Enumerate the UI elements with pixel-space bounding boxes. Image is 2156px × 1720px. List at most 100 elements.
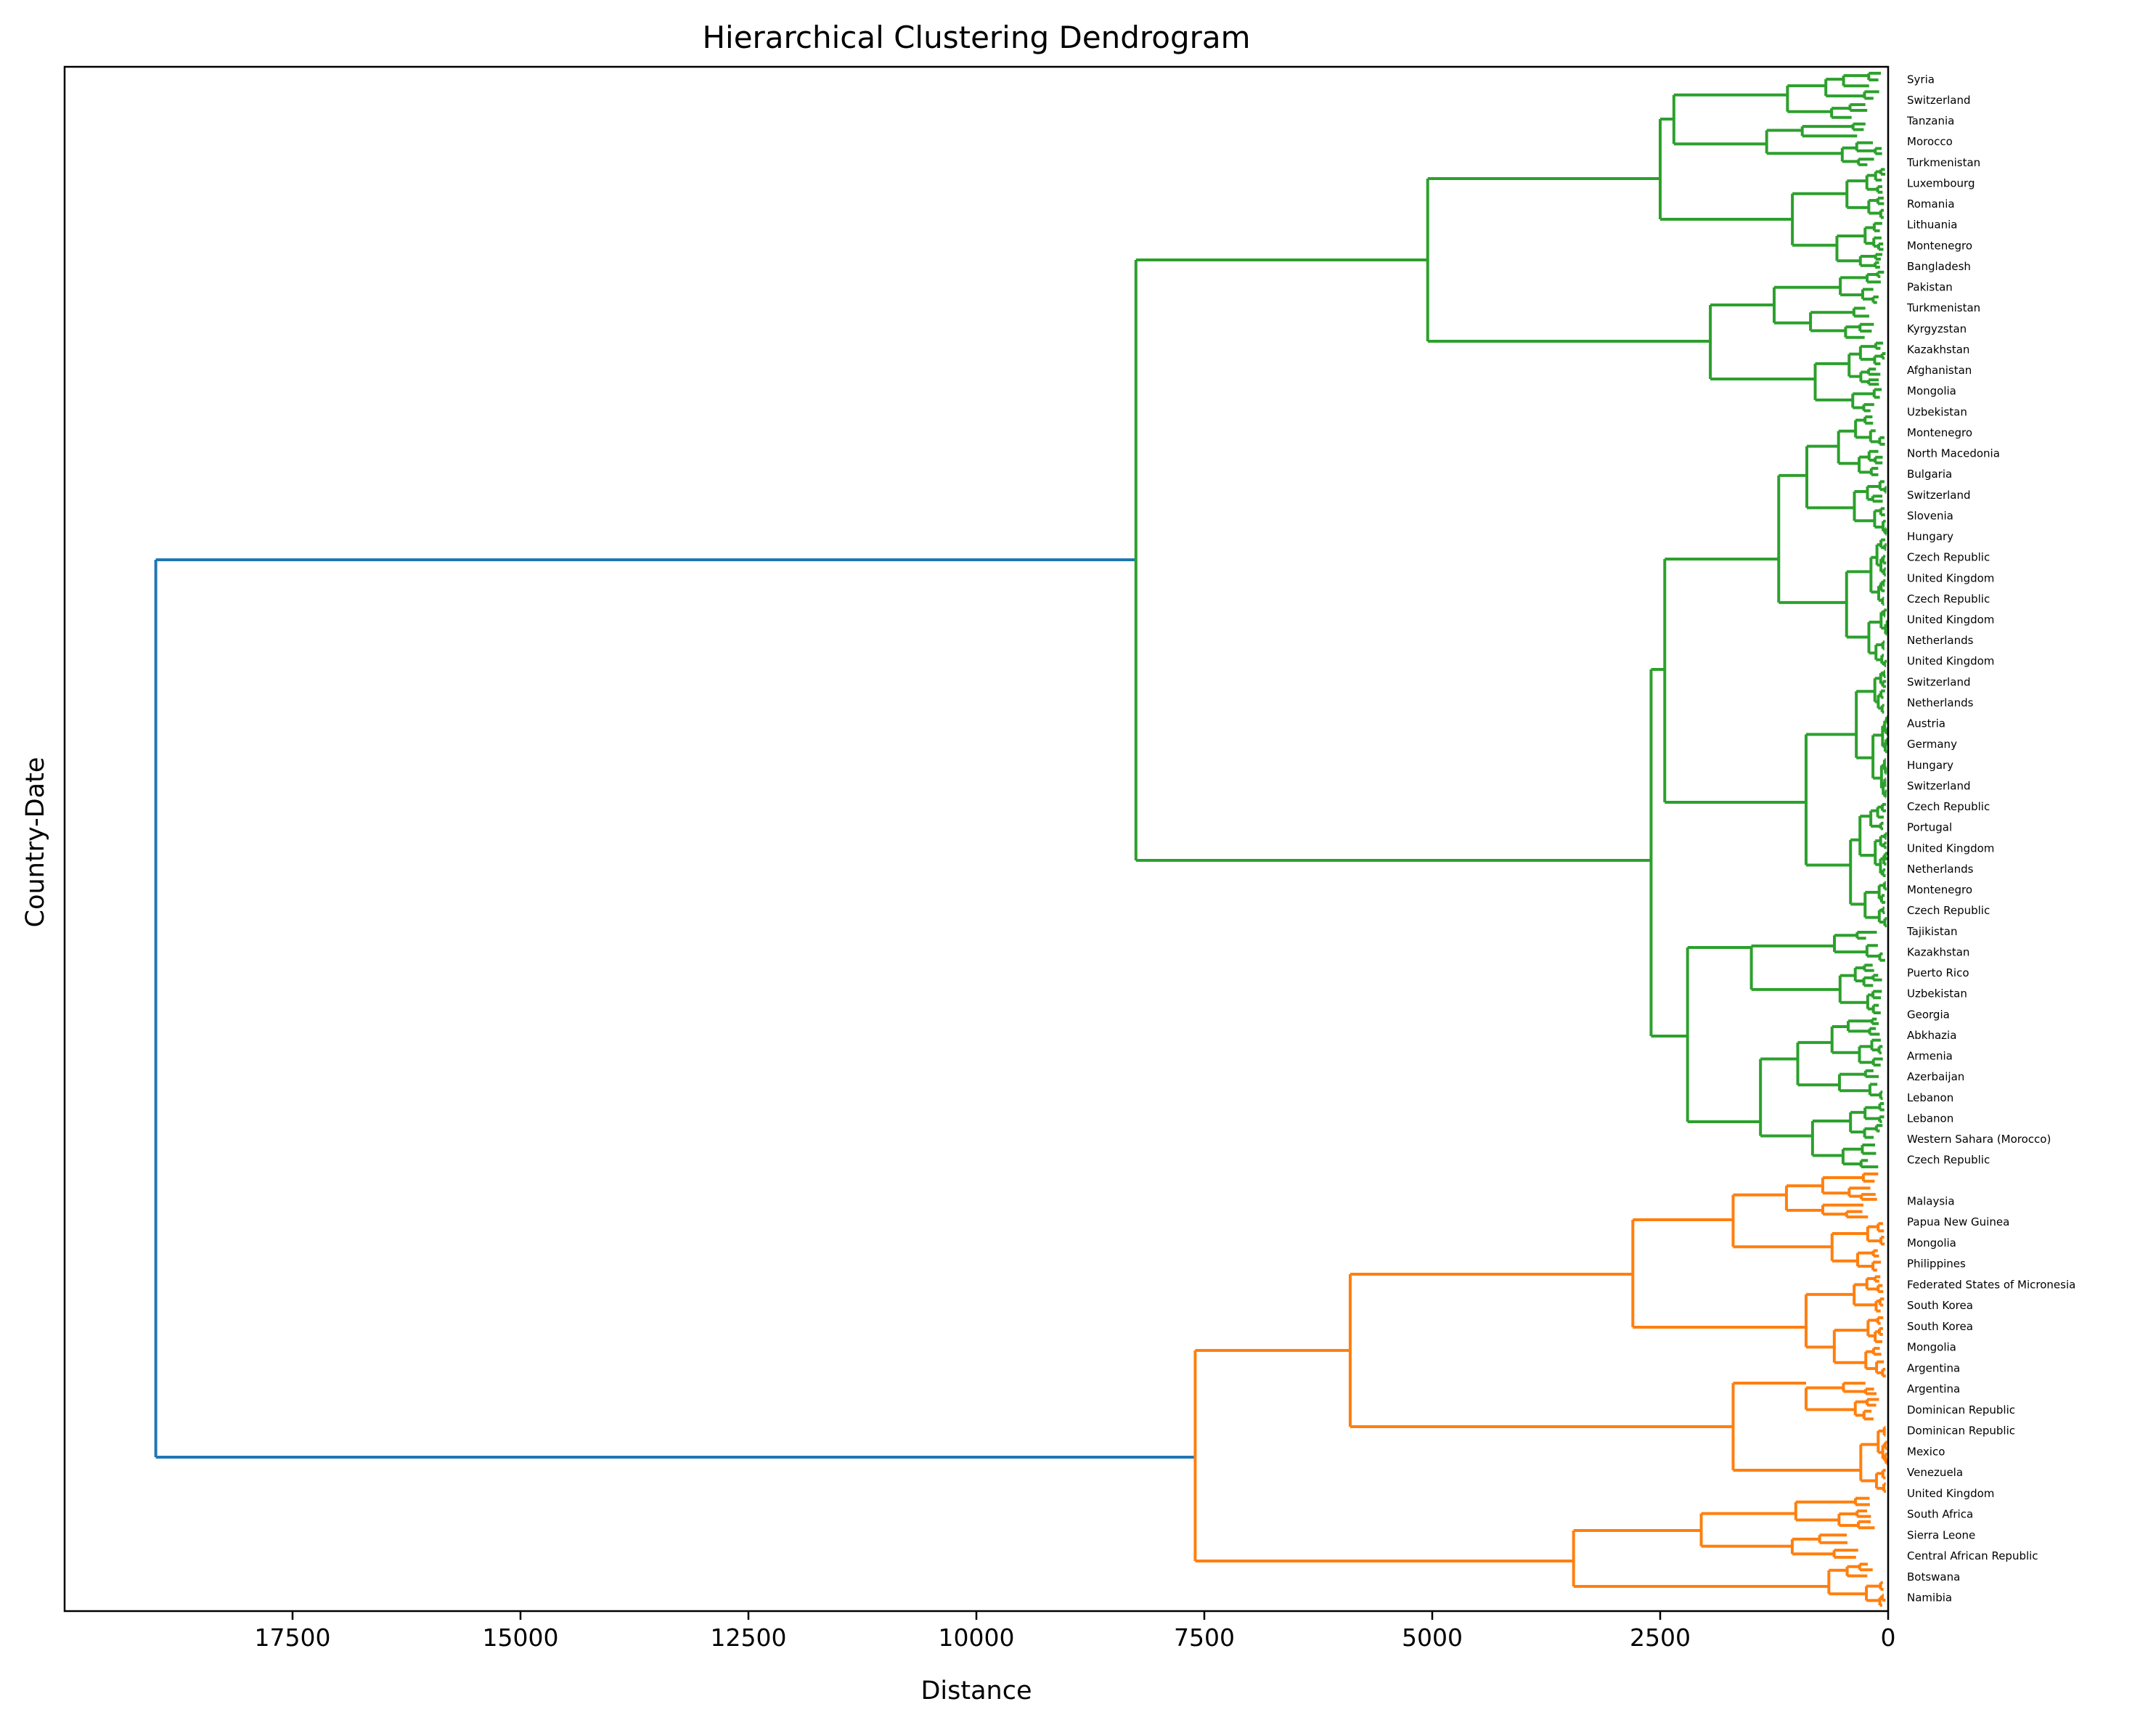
x-tick-label: 0 <box>1881 1623 1896 1652</box>
dendrogram-link <box>1800 125 1858 138</box>
leaf-label: Slovenia <box>1907 509 1953 522</box>
dendrogram-link <box>1877 1284 1884 1293</box>
y-axis-label: Country-Date <box>21 757 50 928</box>
dendrogram-link <box>1849 838 1866 906</box>
dendrogram-link <box>1860 1193 1877 1201</box>
dendrogram-link <box>1426 177 1711 343</box>
leaf-label: South Africa <box>1907 1508 1973 1521</box>
leaf-label: Czech Republic <box>1907 800 1990 813</box>
dendrogram-link <box>1830 107 1852 119</box>
leaf-label: Pakistan <box>1907 281 1953 294</box>
leaf-label: Montenegro <box>1907 239 1972 252</box>
leaf-label: Kazakhstan <box>1907 945 1969 958</box>
dendrogram-link <box>1871 974 1882 982</box>
dendrogram-link <box>1845 179 1869 209</box>
leaf-label: Germany <box>1907 738 1957 751</box>
dendrogram-link <box>1866 1225 1882 1243</box>
leaf-label: Mongolia <box>1907 1341 1956 1354</box>
dendrogram-link <box>1833 934 1867 954</box>
dendrogram-link <box>1879 1236 1885 1246</box>
leaf-label: Bangladesh <box>1907 260 1971 273</box>
x-tick-label: 10000 <box>939 1623 1015 1652</box>
dendrogram-link <box>1883 832 1887 840</box>
dendrogram-link <box>1863 963 1874 972</box>
dendrogram-link <box>1845 570 1871 639</box>
dendrogram-link <box>1861 288 1874 301</box>
dendrogram-link <box>1866 1398 1879 1407</box>
dendrogram-link <box>1686 946 1761 1123</box>
dendrogram-link <box>1840 146 1859 163</box>
dendrogram-link <box>1777 473 1847 604</box>
leaf-label: Luxembourg <box>1907 176 1975 189</box>
dendrogram-link <box>1841 1147 1863 1166</box>
dendrogram-link <box>1867 378 1879 386</box>
dendrogram-link <box>1193 1349 1574 1562</box>
dendrogram-link <box>1838 974 1868 1004</box>
dendrogram-link <box>1853 1400 1868 1417</box>
x-tick-label: 2500 <box>1630 1623 1691 1652</box>
leaf-label: Dominican Republic <box>1907 1403 2015 1417</box>
leaf-label: Bulgaria <box>1907 468 1952 481</box>
dendrogram-link <box>1868 1083 1881 1097</box>
dendrogram-link <box>1876 185 1883 194</box>
dendrogram-link <box>1874 1124 1883 1133</box>
dendrogram-link <box>1731 1382 1861 1472</box>
dendrogram-link <box>1765 129 1842 155</box>
dendrogram-link <box>1883 543 1887 551</box>
leaf-label: Czech Republic <box>1907 1154 1990 1167</box>
x-tick-label: 5000 <box>1402 1623 1463 1652</box>
leaf-label: Switzerland <box>1907 675 1971 688</box>
dendrogram-link <box>1882 881 1887 891</box>
leaf-label: United Kingdom <box>1907 655 1994 668</box>
dendrogram-link <box>1877 1326 1883 1336</box>
dendrogram-link <box>1867 367 1881 376</box>
leaf-label: Georgia <box>1907 1008 1950 1021</box>
dendrogram-link <box>1866 273 1881 284</box>
dendrogram-link <box>1796 1040 1839 1087</box>
leaf-label: Portugal <box>1907 821 1952 834</box>
dendrogram-link <box>1867 449 1879 462</box>
dendrogram-link <box>1857 1520 1875 1530</box>
leaf-label: South Korea <box>1907 1299 1973 1312</box>
dendrogram-link <box>1867 199 1881 215</box>
dendrogram-link <box>1871 1260 1882 1272</box>
dendrogram-link <box>1821 1176 1863 1195</box>
leaf-label: Syria <box>1907 73 1935 86</box>
dendrogram-link <box>1858 815 1876 857</box>
leaf-label: Turkmenistan <box>1906 156 1980 169</box>
leaf-label: Central African Republic <box>1907 1549 2038 1562</box>
dendrogram-link <box>1883 917 1887 928</box>
dendrogram-link <box>1134 258 1651 862</box>
dendrogram-link <box>1859 1443 1879 1483</box>
dendrogram-link <box>1663 558 1806 804</box>
dendrogram-link <box>1878 1297 1885 1307</box>
dendrogram-links <box>154 71 1889 1607</box>
leaf-label: Montenegro <box>1907 884 1972 897</box>
dendrogram-link <box>1749 944 1840 991</box>
leaf-label: Hungary <box>1907 530 1953 543</box>
dendrogram-link <box>1862 1409 1874 1421</box>
dendrogram-link <box>1856 1251 1874 1268</box>
dendrogram-link <box>1863 1106 1880 1120</box>
x-tick-label: 12500 <box>711 1623 787 1652</box>
dendrogram-link <box>1863 415 1874 425</box>
dendrogram-link <box>1876 196 1885 205</box>
dendrogram-link <box>1871 1347 1882 1356</box>
dendrogram-link <box>1883 486 1887 494</box>
dendrogram-link <box>1863 890 1879 919</box>
dendrogram-link <box>1837 1512 1859 1527</box>
dendrogram-link <box>1881 1469 1886 1480</box>
dendrogram-link <box>1881 640 1885 651</box>
x-tick-label: 15000 <box>483 1623 559 1652</box>
dendrogram-link <box>1832 1329 1869 1364</box>
dendrogram-link <box>1847 1186 1871 1198</box>
dendrogram-link <box>1863 90 1879 100</box>
dendrogram-link <box>1878 1102 1885 1112</box>
dendrogram-link <box>1872 221 1882 232</box>
dendrogram-link <box>1858 1562 1873 1572</box>
dendrogram-link <box>1868 1027 1880 1036</box>
dendrogram-link <box>1786 84 1832 113</box>
dendrogram-link <box>1827 1568 1867 1596</box>
dendrogram-link <box>1874 147 1882 155</box>
dendrogram-link <box>1861 1172 1879 1183</box>
